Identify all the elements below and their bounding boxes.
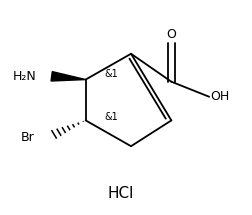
Polygon shape [51, 72, 86, 81]
Text: H₂N: H₂N [13, 70, 37, 83]
Text: &1: &1 [105, 112, 118, 122]
Text: HCl: HCl [108, 186, 134, 201]
Text: OH: OH [210, 90, 230, 103]
Text: &1: &1 [105, 69, 118, 79]
Text: O: O [166, 28, 176, 41]
Text: Br: Br [20, 131, 34, 144]
